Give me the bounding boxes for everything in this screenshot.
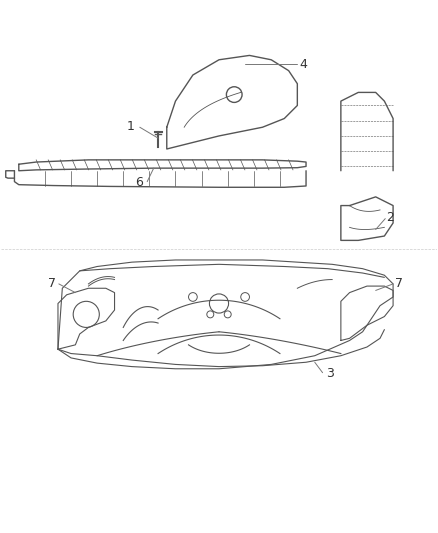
- Text: 6: 6: [135, 176, 143, 189]
- Text: 2: 2: [387, 211, 395, 224]
- Text: 7: 7: [48, 277, 56, 289]
- Text: 3: 3: [325, 367, 333, 381]
- Text: 1: 1: [126, 120, 134, 133]
- Text: 7: 7: [395, 277, 403, 289]
- Text: 4: 4: [300, 58, 307, 70]
